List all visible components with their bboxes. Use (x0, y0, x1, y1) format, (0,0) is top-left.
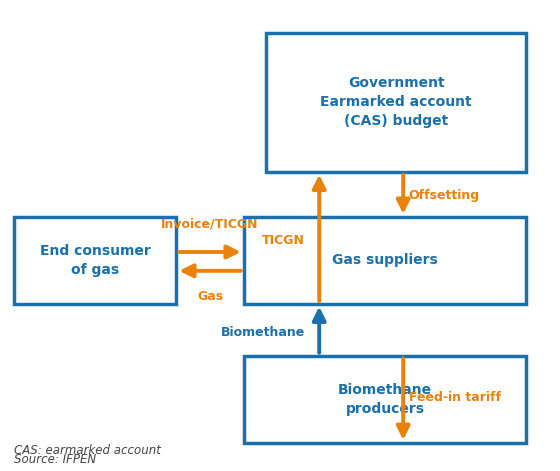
FancyBboxPatch shape (244, 217, 526, 304)
Text: TICGN: TICGN (262, 234, 305, 247)
Text: Source: IFPEN: Source: IFPEN (14, 453, 96, 466)
Text: Offsetting: Offsetting (409, 189, 480, 202)
FancyBboxPatch shape (244, 356, 526, 443)
Text: End consumer
of gas: End consumer of gas (40, 244, 151, 276)
FancyBboxPatch shape (266, 33, 526, 172)
Text: Gas: Gas (197, 290, 223, 303)
FancyBboxPatch shape (14, 217, 176, 304)
Text: CAS: earmarked account: CAS: earmarked account (14, 444, 161, 457)
Text: Feed-in tariff: Feed-in tariff (409, 391, 501, 405)
Text: Invoice/TICGN: Invoice/TICGN (161, 218, 259, 231)
Text: Biomethane
producers: Biomethane producers (338, 383, 432, 415)
Text: Government
Earmarked account
(CAS) budget: Government Earmarked account (CAS) budge… (320, 76, 472, 129)
Text: Gas suppliers: Gas suppliers (332, 253, 438, 267)
Text: Biomethane: Biomethane (221, 325, 305, 339)
